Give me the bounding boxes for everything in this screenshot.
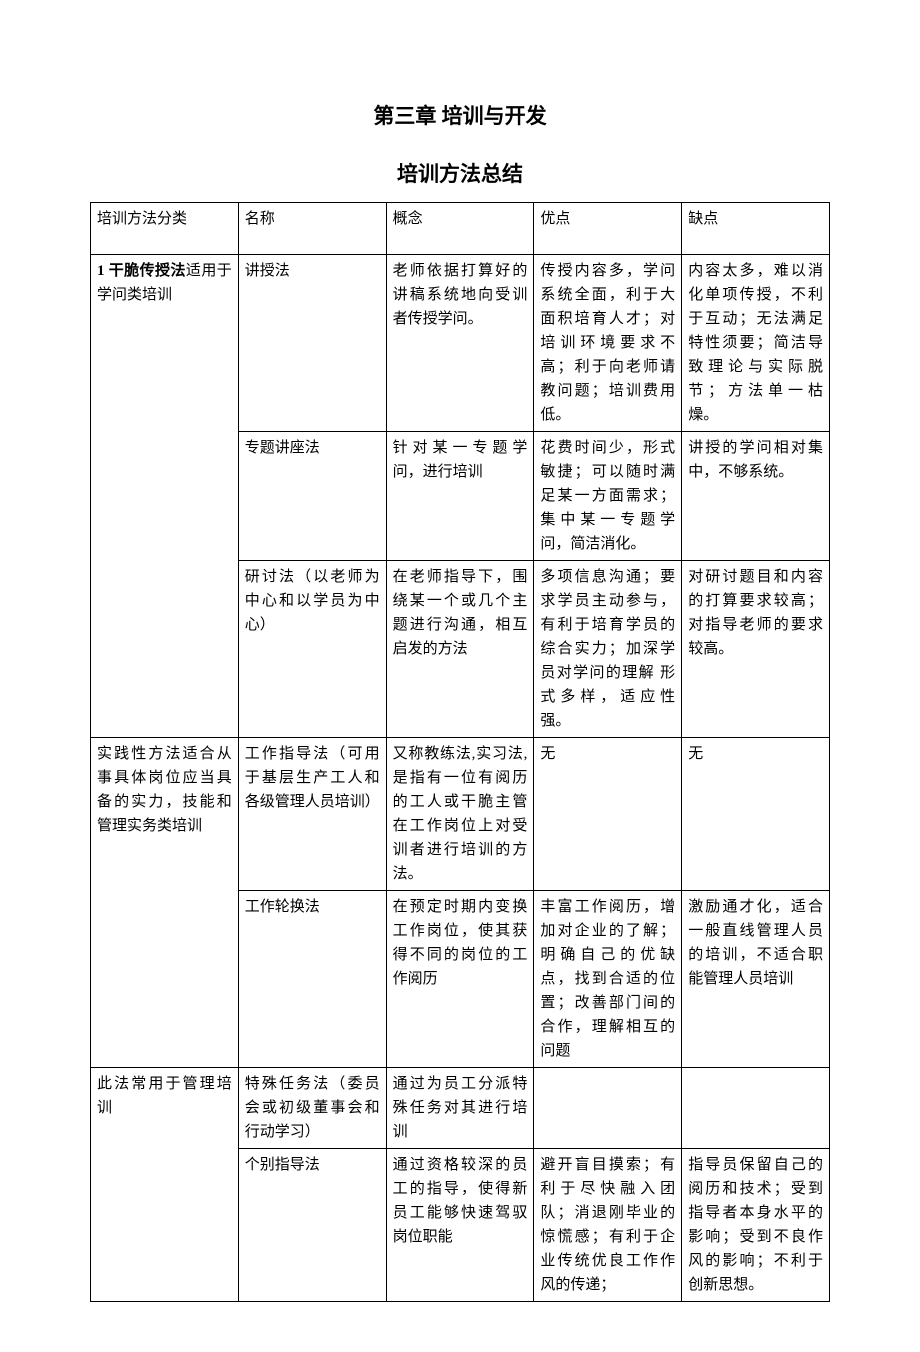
method-concept: 在预定时期内变换工作岗位，使其获得不同的岗位的工作阅历 (386, 891, 534, 1068)
table-row: 1 干脆传授法适用于学问类培训 讲授法 老师依据打算好的讲稿系统地向受训者传授学… (91, 255, 830, 432)
method-pros: 花费时间少，形式敏捷；可以随时满足某一方面需求；集中某一专题学问，简洁消化。 (534, 432, 682, 561)
method-name: 专题讲座法 (238, 432, 386, 561)
method-concept: 又称教练法,实习法,是指有一位有阅历的工人或干脆主管在工作岗位上对受训者进行培训… (386, 738, 534, 891)
method-cons: 内容太多，难以消化单项传授，不利于互动；无法满足特性须要；简洁导致理论与实际脱节… (682, 255, 830, 432)
method-concept: 在老师指导下，围绕某一个或几个主题进行沟通，相互启发的方法 (386, 561, 534, 738)
chapter-title: 第三章 培训与开发 (90, 100, 830, 130)
method-pros: 无 (534, 738, 682, 891)
header-concept: 概念 (386, 203, 534, 255)
method-name: 工作轮换法 (238, 891, 386, 1068)
method-concept: 通过为员工分派特殊任务对其进行培训 (386, 1068, 534, 1149)
table-row: 此法常用于管理培训 特殊任务法（委员会或初级董事会和行动学习） 通过为员工分派特… (91, 1068, 830, 1149)
method-pros (534, 1068, 682, 1149)
header-pros: 优点 (534, 203, 682, 255)
table-header-row: 培训方法分类 名称 概念 优点 缺点 (91, 203, 830, 255)
method-pros: 避开盲目摸索；有利于尽快融入团队；消退刚毕业的惊慌感；有利于企业传统优良工作作风… (534, 1149, 682, 1302)
method-name: 特殊任务法（委员会或初级董事会和行动学习） (238, 1068, 386, 1149)
method-cons: 激励通才化，适合一般直线管理人员的培训，不适合职能管理人员培训 (682, 891, 830, 1068)
category-cell: 实践性方法适合从事具体岗位应当具备的实力，技能和管理实务类培训 (91, 738, 239, 1068)
sub-title: 培训方法总结 (90, 158, 830, 188)
method-pros: 多项信息沟通；要求学员主动参与，有利于培育学员的综合实力；加深学员对学问的理解 … (534, 561, 682, 738)
method-concept: 老师依据打算好的讲稿系统地向受训者传授学问。 (386, 255, 534, 432)
method-cons: 指导员保留自己的阅历和技术；受到指导者本身水平的影响；受到不良作风的影响；不利于… (682, 1149, 830, 1302)
method-name: 讲授法 (238, 255, 386, 432)
method-name: 研讨法（以老师为中心和以学员为中心） (238, 561, 386, 738)
method-name: 个别指导法 (238, 1149, 386, 1302)
header-category: 培训方法分类 (91, 203, 239, 255)
category-cell: 1 干脆传授法适用于学问类培训 (91, 255, 239, 738)
method-concept: 通过资格较深的员工的指导，使得新员工能够快速驾驭岗位职能 (386, 1149, 534, 1302)
training-methods-table: 培训方法分类 名称 概念 优点 缺点 1 干脆传授法适用于学问类培训 讲授法 老… (90, 202, 830, 1302)
header-name: 名称 (238, 203, 386, 255)
method-concept: 针对某一专题学问，进行培训 (386, 432, 534, 561)
header-cons: 缺点 (682, 203, 830, 255)
table-row: 实践性方法适合从事具体岗位应当具备的实力，技能和管理实务类培训 工作指导法（可用… (91, 738, 830, 891)
method-cons: 无 (682, 738, 830, 891)
method-cons: 对研讨题目和内容的打算要求较高；对指导老师的要求较高。 (682, 561, 830, 738)
method-name: 工作指导法（可用于基层生产工人和各级管理人员培训） (238, 738, 386, 891)
method-cons (682, 1068, 830, 1149)
method-pros: 丰富工作阅历，增加对企业的了解；明确自己的优缺点，找到合适的位置；改善部门间的合… (534, 891, 682, 1068)
category-bold-label: 1 干脆传授法 (97, 263, 186, 279)
category-cell: 此法常用于管理培训 (91, 1068, 239, 1302)
method-pros: 传授内容多，学问系统全面，利于大面积培育人才；对培训环境要求不高；利于向老师请教… (534, 255, 682, 432)
method-cons: 讲授的学问相对集中，不够系统。 (682, 432, 830, 561)
